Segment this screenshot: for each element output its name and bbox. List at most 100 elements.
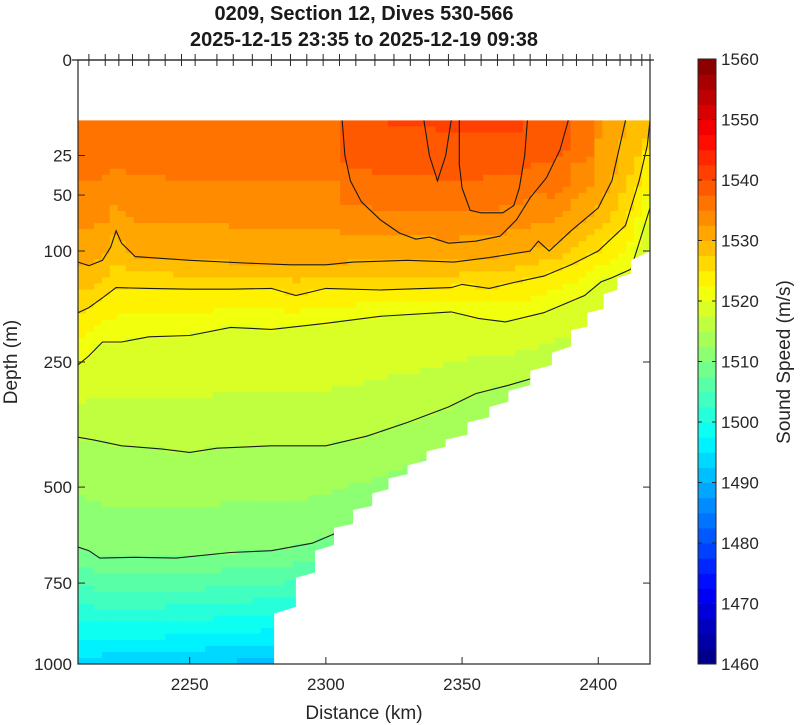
field-cell bbox=[109, 651, 119, 659]
field-cell bbox=[173, 597, 182, 605]
field-cell bbox=[292, 186, 302, 194]
field-cell bbox=[213, 132, 222, 140]
field-cell bbox=[165, 144, 174, 152]
field-cell bbox=[236, 410, 246, 417]
field-cell bbox=[499, 301, 508, 309]
field-cell bbox=[292, 337, 302, 345]
field-cell bbox=[276, 223, 286, 230]
field-cell bbox=[284, 446, 294, 454]
field-cell bbox=[252, 506, 262, 514]
field-cell bbox=[244, 633, 254, 641]
field-cell bbox=[133, 585, 143, 593]
field-cell bbox=[205, 488, 214, 496]
field-cell bbox=[443, 156, 452, 164]
field-cell bbox=[276, 555, 286, 562]
field-cell bbox=[276, 355, 286, 363]
field-cell bbox=[125, 434, 135, 442]
field-cell bbox=[236, 609, 246, 617]
field-cell bbox=[205, 525, 214, 532]
field-cell bbox=[221, 211, 230, 218]
field-cell bbox=[78, 271, 87, 279]
field-cell bbox=[141, 307, 151, 315]
field-cell bbox=[173, 555, 182, 562]
field-cell bbox=[316, 180, 325, 188]
field-cell bbox=[109, 144, 119, 152]
field-cell bbox=[371, 349, 381, 357]
field-cell bbox=[475, 343, 484, 351]
field-cell bbox=[244, 519, 254, 526]
field-cell bbox=[197, 235, 206, 242]
field-cell bbox=[316, 349, 325, 357]
field-cell bbox=[228, 452, 238, 460]
field-cell bbox=[252, 573, 262, 581]
field-cell bbox=[483, 223, 492, 230]
field-cell bbox=[435, 428, 445, 436]
field-cell bbox=[451, 428, 460, 436]
field-cell bbox=[308, 428, 317, 436]
field-cell bbox=[403, 156, 413, 164]
field-cell bbox=[93, 488, 103, 496]
field-cell bbox=[348, 277, 357, 285]
field-cell bbox=[467, 355, 476, 363]
field-cell bbox=[149, 253, 159, 260]
field-cell bbox=[252, 428, 262, 436]
field-cell bbox=[173, 126, 182, 134]
field-cell bbox=[93, 235, 103, 242]
field-cell bbox=[475, 410, 484, 417]
field-cell bbox=[459, 180, 468, 188]
field-cell bbox=[507, 126, 516, 134]
field-cell bbox=[78, 241, 87, 248]
field-cell bbox=[181, 235, 190, 242]
field-cell bbox=[117, 476, 127, 484]
field-cell bbox=[125, 657, 135, 664]
field-cell bbox=[228, 458, 238, 466]
field-cell bbox=[133, 645, 143, 653]
field-cell bbox=[276, 392, 286, 399]
field-cell bbox=[165, 150, 174, 158]
field-cell bbox=[411, 235, 421, 242]
field-cell bbox=[181, 555, 190, 562]
field-cell bbox=[459, 271, 468, 279]
field-cell bbox=[181, 585, 190, 593]
field-cell bbox=[252, 198, 262, 206]
field-cell bbox=[93, 204, 103, 212]
field-cell bbox=[181, 657, 190, 664]
field-cell bbox=[356, 337, 365, 345]
field-cell bbox=[236, 156, 246, 164]
field-cell bbox=[149, 162, 159, 170]
field-cell bbox=[109, 513, 119, 520]
field-cell bbox=[499, 247, 508, 254]
field-cell bbox=[499, 283, 508, 291]
field-cell bbox=[356, 217, 365, 224]
field-cell bbox=[316, 186, 325, 194]
field-cell bbox=[356, 138, 365, 146]
plot-area bbox=[78, 120, 650, 664]
field-cell bbox=[236, 645, 246, 653]
field-cell bbox=[284, 525, 294, 532]
field-cell bbox=[403, 180, 413, 188]
field-cell bbox=[244, 277, 254, 285]
field-cell bbox=[371, 144, 381, 152]
field-cell bbox=[93, 627, 103, 635]
field-cell bbox=[244, 506, 254, 514]
field-cell bbox=[268, 313, 278, 321]
field-cell bbox=[387, 374, 397, 381]
field-cell bbox=[292, 404, 302, 411]
field-cell bbox=[451, 374, 460, 381]
field-cell bbox=[268, 434, 278, 442]
field-cell bbox=[284, 277, 294, 285]
field-cell bbox=[348, 506, 357, 514]
field-cell bbox=[85, 513, 95, 520]
field-cell bbox=[125, 380, 135, 387]
field-cell bbox=[340, 223, 349, 230]
field-cell bbox=[181, 368, 190, 375]
field-cell bbox=[133, 561, 143, 568]
field-cell bbox=[78, 609, 87, 617]
field-cell bbox=[364, 259, 373, 266]
field-cell bbox=[395, 428, 405, 436]
field-cell bbox=[109, 585, 119, 593]
field-cell bbox=[340, 500, 349, 508]
field-cell bbox=[395, 132, 405, 140]
field-cell bbox=[356, 271, 365, 279]
field-cell bbox=[165, 211, 174, 218]
